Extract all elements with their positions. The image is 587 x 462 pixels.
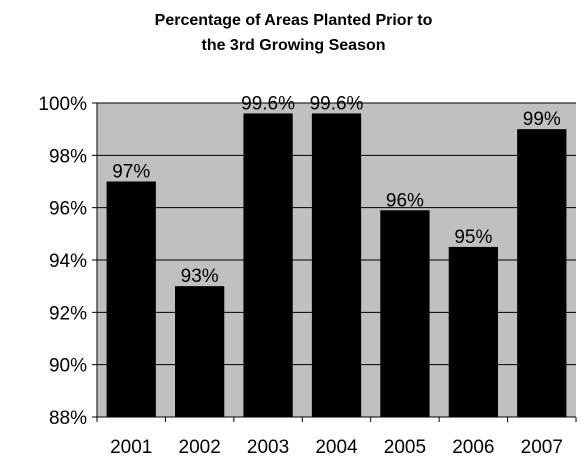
data-label: 99.6%	[310, 93, 364, 114]
y-tick-label: 100%	[38, 94, 87, 115]
bar	[380, 210, 430, 417]
chart-title: Percentage of Areas Planted Prior to the…	[0, 8, 587, 58]
data-label: 99%	[523, 109, 561, 130]
bar	[311, 113, 362, 417]
data-label: 99.6%	[241, 93, 295, 114]
bar	[517, 129, 567, 417]
data-label: 95%	[454, 227, 492, 248]
chart-title-line-2: the 3rd Growing Season	[201, 37, 386, 54]
y-tick-label: 88%	[49, 408, 87, 429]
bar	[448, 246, 498, 417]
data-label: 96%	[386, 190, 424, 211]
x-tick-label: 2001	[110, 437, 152, 458]
bar	[175, 286, 225, 417]
chart-title-line-1: Percentage of Areas Planted Prior to	[154, 12, 433, 29]
y-tick-label: 92%	[49, 303, 87, 324]
data-label: 97%	[112, 162, 150, 183]
y-tick-label: 96%	[49, 199, 87, 220]
x-tick-label: 2002	[179, 437, 221, 458]
x-tick-label: 2004	[315, 437, 358, 458]
bar	[243, 113, 293, 417]
x-tick-label: 2007	[521, 437, 563, 458]
bar	[106, 181, 156, 417]
y-tick-label: 90%	[49, 356, 87, 377]
data-label: 93%	[181, 266, 219, 287]
y-tick-label: 94%	[49, 251, 87, 272]
x-tick-label: 2005	[384, 437, 426, 458]
x-tick-label: 2003	[247, 437, 289, 458]
y-tick-label: 98%	[49, 146, 87, 167]
x-tick-label: 2006	[452, 437, 494, 458]
